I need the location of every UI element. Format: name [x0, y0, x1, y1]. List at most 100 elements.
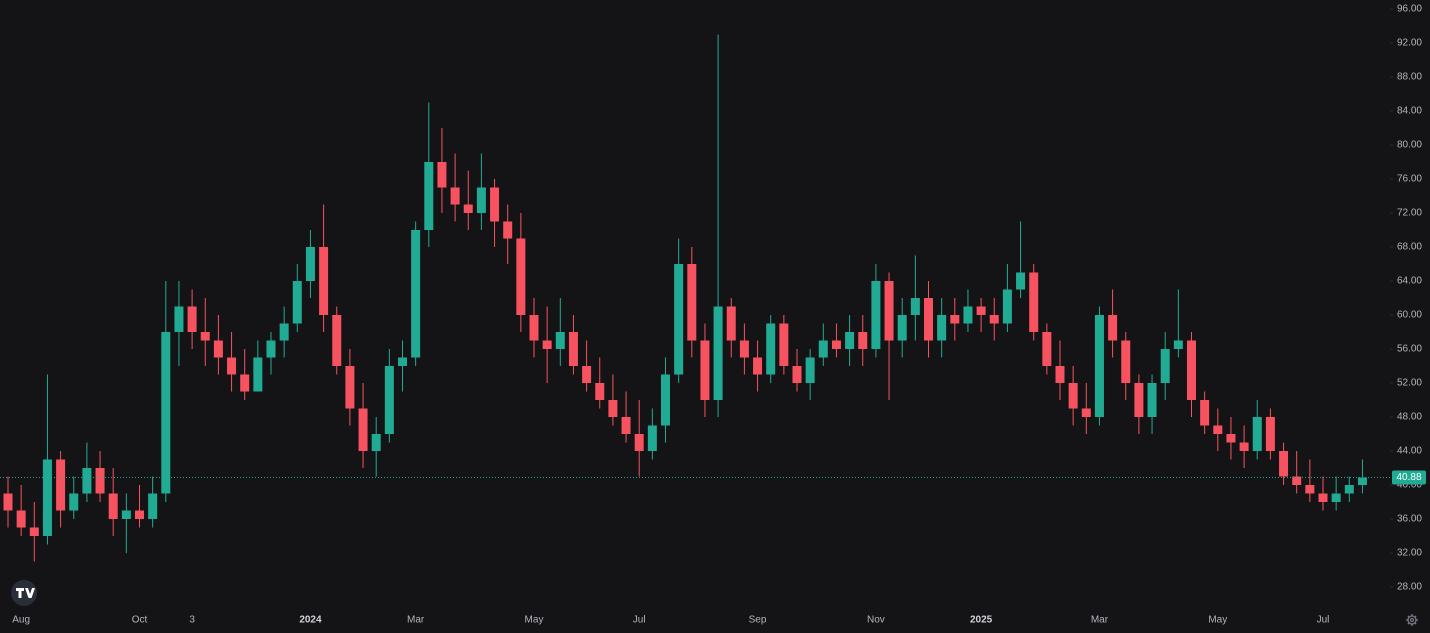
- candle-body: [16, 510, 26, 528]
- candle-body: [1121, 340, 1131, 383]
- candle-body: [253, 357, 263, 392]
- x-tick-label: Aug: [12, 615, 30, 626]
- candle-body: [989, 315, 999, 324]
- last-price-label: 40.88: [1396, 472, 1421, 483]
- candle-body: [108, 493, 118, 519]
- candle-body: [319, 247, 329, 315]
- candle-body: [240, 374, 250, 392]
- candle-body: [332, 315, 342, 366]
- candle-body: [148, 493, 158, 519]
- candle-body: [1055, 366, 1065, 383]
- candle-body: [661, 374, 670, 426]
- candle-body: [568, 332, 578, 366]
- candle-body: [897, 315, 907, 341]
- settings-icon[interactable]: [1406, 614, 1418, 626]
- candle-body: [450, 187, 460, 205]
- x-tick-label: Mar: [407, 615, 425, 626]
- candle-body: [1108, 315, 1118, 341]
- candle-body: [1187, 340, 1196, 400]
- candle-body: [1029, 272, 1039, 332]
- x-tick-label: Sep: [749, 615, 767, 626]
- candle-body: [516, 238, 526, 315]
- candle-body: [1331, 493, 1341, 502]
- candle-body: [595, 383, 605, 400]
- candle-body: [358, 408, 368, 451]
- candle-body: [187, 306, 197, 332]
- candle-body: [82, 468, 92, 494]
- x-tick-label: Jul: [1317, 615, 1330, 626]
- candle-body: [227, 357, 237, 375]
- x-tick-label: Oct: [132, 615, 148, 626]
- candle-body: [121, 510, 131, 519]
- candle-body: [1305, 485, 1315, 494]
- candle-body: [976, 306, 986, 315]
- y-tick-label: 92.00: [1397, 38, 1422, 49]
- y-tick-label: 40.00: [1397, 480, 1422, 491]
- candle-body: [779, 323, 789, 366]
- y-tick-label: 32.00: [1397, 548, 1422, 559]
- candle-body: [213, 340, 223, 358]
- candle-body: [1094, 315, 1104, 417]
- last-price-box: [1392, 470, 1426, 485]
- candle-body: [608, 400, 618, 417]
- candle-body: [1239, 442, 1249, 451]
- candle-body: [910, 298, 920, 315]
- y-tick-label: 84.00: [1397, 106, 1422, 117]
- candle-body: [963, 306, 973, 324]
- candle-body: [1042, 332, 1052, 366]
- candle-body: [463, 204, 473, 213]
- candle-body: [647, 425, 657, 451]
- y-tick-label: 36.00: [1397, 514, 1422, 525]
- candle-body: [634, 434, 644, 451]
- candle-body: [792, 366, 802, 383]
- candle-body: [555, 332, 565, 349]
- candle-body: [753, 357, 763, 375]
- candle-body: [937, 315, 947, 341]
- candle-body: [95, 468, 105, 494]
- candle-body: [56, 459, 66, 511]
- y-tick-label: 72.00: [1397, 208, 1422, 219]
- y-tick-label: 48.00: [1397, 412, 1422, 423]
- candle-body: [1279, 451, 1289, 477]
- y-tick-label: 52.00: [1397, 378, 1422, 389]
- y-tick-label: 64.00: [1397, 276, 1422, 287]
- candle-body: [739, 340, 749, 358]
- candle-body: [1200, 400, 1210, 426]
- y-tick-label: 88.00: [1397, 72, 1422, 83]
- y-tick-label: 60.00: [1397, 310, 1422, 321]
- candle-body: [476, 187, 486, 213]
- y-tick-label: 96.00: [1397, 4, 1422, 15]
- candle-body: [1344, 485, 1354, 494]
- y-tick-label: 68.00: [1397, 242, 1422, 253]
- candle-body: [1226, 434, 1236, 443]
- candle-body: [871, 281, 881, 349]
- candle-body: [726, 306, 736, 341]
- x-tick-label: Nov: [867, 615, 885, 626]
- candle-body: [305, 247, 315, 281]
- x-tick-label: May: [1208, 615, 1227, 626]
- candle-body: [1134, 383, 1144, 417]
- candle-body: [582, 366, 592, 383]
- candle-body: [1068, 383, 1078, 409]
- candle-body: [858, 332, 868, 349]
- candle-body: [161, 332, 171, 494]
- candle-body: [29, 527, 39, 536]
- candle-body: [411, 230, 421, 358]
- y-tick-label: 28.00: [1397, 582, 1422, 593]
- candle-body: [700, 340, 710, 400]
- y-tick-label: 56.00: [1397, 344, 1422, 355]
- candle-body: [1292, 476, 1302, 485]
- candle-body: [42, 459, 52, 536]
- x-tick-label: 2025: [970, 615, 993, 626]
- candle-body: [845, 332, 855, 349]
- x-tick-label: Jul: [633, 615, 646, 626]
- candle-body: [3, 493, 13, 511]
- logo: [11, 580, 37, 606]
- candle-body: [490, 187, 500, 222]
- x-tick-label: Mar: [1091, 615, 1109, 626]
- candle-body: [1016, 272, 1026, 290]
- candle-body: [529, 315, 539, 341]
- candle-body: [950, 315, 960, 324]
- candle-body: [174, 306, 184, 332]
